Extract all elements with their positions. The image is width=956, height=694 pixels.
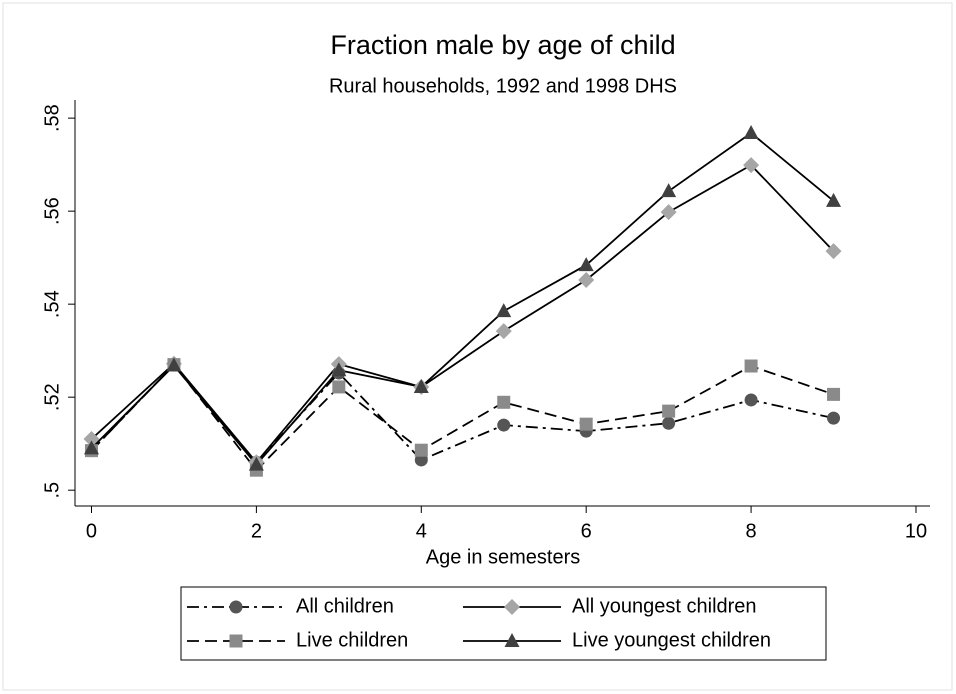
marker bbox=[414, 453, 428, 467]
legend-label: Live children bbox=[296, 629, 408, 651]
marker bbox=[496, 303, 512, 318]
x-tick-label: 8 bbox=[746, 520, 757, 542]
marker bbox=[743, 125, 759, 140]
marker bbox=[825, 243, 842, 260]
marker bbox=[497, 395, 511, 409]
marker bbox=[332, 380, 346, 394]
legend-box bbox=[180, 586, 827, 661]
x-tick-label: 6 bbox=[581, 520, 592, 542]
x-axis-title: Age in semesters bbox=[426, 546, 581, 568]
marker bbox=[497, 418, 511, 432]
legend-marker bbox=[229, 600, 243, 614]
marker bbox=[166, 357, 182, 372]
marker bbox=[578, 257, 594, 272]
marker bbox=[414, 443, 428, 457]
series-line bbox=[90, 163, 835, 464]
y-tick-label: .58 bbox=[41, 104, 63, 132]
x-tick-label: 10 bbox=[905, 520, 927, 542]
y-tick-label: .5 bbox=[41, 482, 63, 499]
marker bbox=[743, 157, 760, 174]
marker bbox=[826, 192, 842, 207]
marker bbox=[662, 416, 676, 430]
x-tick-label: 4 bbox=[416, 520, 427, 542]
marker bbox=[578, 271, 595, 288]
marker bbox=[579, 417, 593, 431]
marker bbox=[827, 387, 841, 401]
chart-title: Fraction male by age of child bbox=[330, 30, 675, 60]
y-tick-label: .54 bbox=[41, 290, 63, 318]
marker bbox=[827, 411, 841, 425]
legend-label: All children bbox=[296, 595, 394, 617]
marker bbox=[83, 440, 99, 455]
legend-label: All youngest children bbox=[572, 595, 757, 617]
marker bbox=[331, 362, 347, 377]
x-tick-label: 0 bbox=[86, 520, 97, 542]
marker bbox=[248, 456, 264, 471]
marker bbox=[495, 323, 512, 340]
legend-marker bbox=[229, 634, 243, 648]
marker bbox=[662, 404, 676, 418]
marker bbox=[661, 183, 677, 198]
y-tick-label: .56 bbox=[41, 197, 63, 225]
marker bbox=[660, 204, 677, 221]
marker bbox=[744, 359, 758, 373]
legend-label: Live youngest children bbox=[572, 629, 771, 651]
legend-marker bbox=[504, 633, 520, 647]
marker bbox=[83, 431, 100, 448]
series-line bbox=[90, 363, 834, 472]
series-line bbox=[90, 131, 835, 466]
y-tick-label: .52 bbox=[41, 383, 63, 411]
marker bbox=[744, 393, 758, 407]
marker bbox=[413, 378, 429, 393]
chart-subtitle: Rural households, 1992 and 1998 DHS bbox=[329, 75, 677, 97]
x-tick-label: 2 bbox=[251, 520, 262, 542]
legend-marker bbox=[504, 599, 520, 615]
